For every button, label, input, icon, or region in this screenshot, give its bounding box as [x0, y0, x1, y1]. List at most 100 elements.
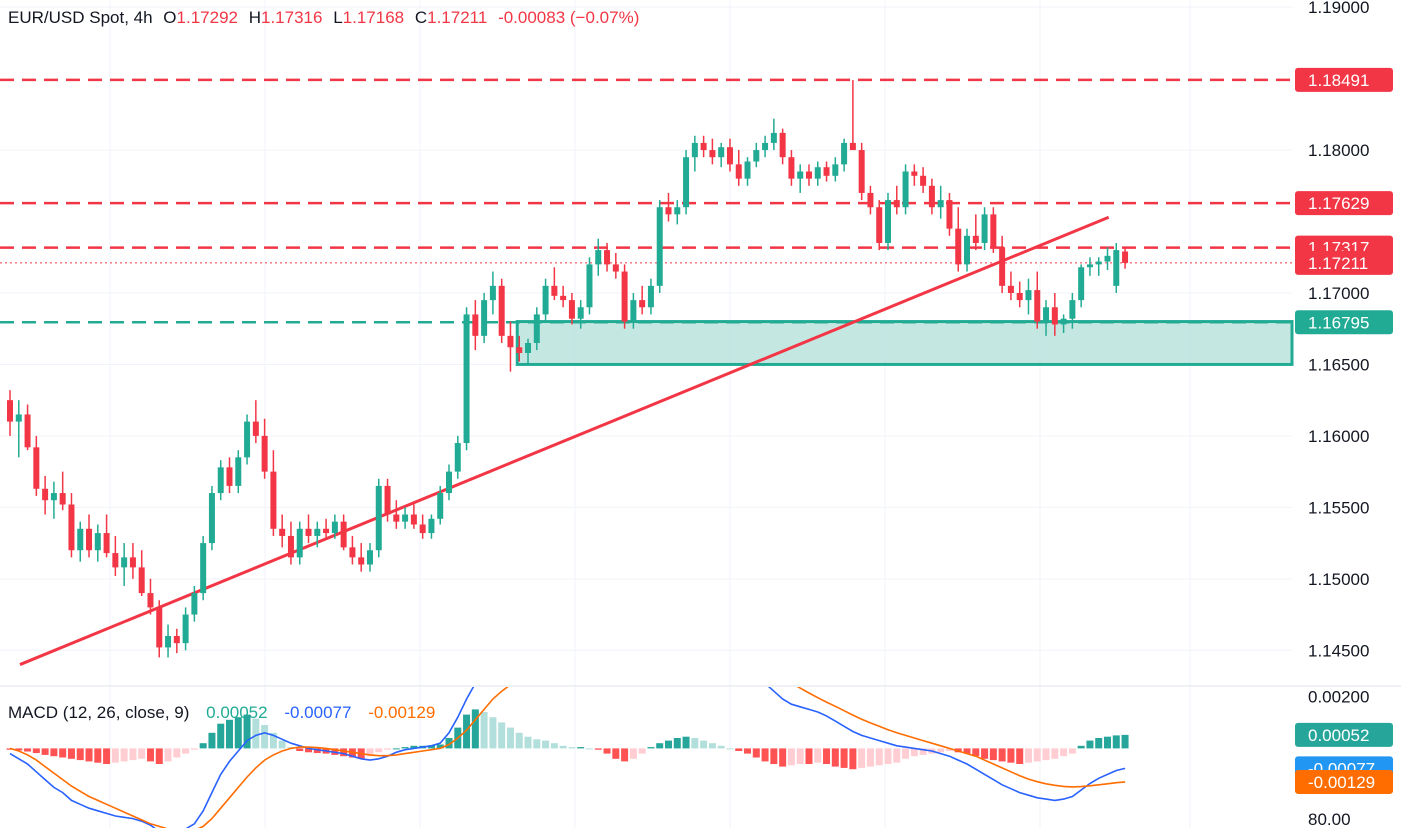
candle-body: [920, 175, 927, 186]
macd-histogram-bar: [208, 732, 216, 749]
candle: [252, 400, 259, 444]
candle-body: [937, 200, 944, 208]
candle-body: [507, 335, 514, 348]
price-axis-tick: 1.18000: [1308, 141, 1369, 160]
macd-histogram-bar: [445, 738, 453, 749]
macd-histogram-bar: [1086, 740, 1094, 749]
macd-histogram-bar: [937, 748, 945, 753]
macd-histogram-bar: [629, 748, 637, 759]
candle-body: [1007, 285, 1014, 293]
macd-histogram-bar: [700, 740, 708, 749]
macd-histogram-bar: [805, 748, 813, 764]
legend-close: 1.17211: [427, 8, 488, 27]
macd-histogram-bar: [427, 745, 435, 749]
macd-histogram-bar: [103, 748, 111, 764]
legend-low-label: L: [333, 8, 343, 27]
candle: [261, 418, 268, 479]
candle-body: [7, 400, 13, 422]
trendline-group[interactable]: [19, 215, 1110, 666]
price-tag-label: 1.17211: [1308, 254, 1368, 273]
horizontal-levels: [0, 78, 1292, 324]
price-axis-tick: 1.15500: [1308, 498, 1369, 517]
candle: [753, 142, 760, 168]
price-tag: 1.18491: [1295, 67, 1393, 92]
candle: [50, 481, 57, 519]
candle-body: [208, 493, 215, 544]
candle: [270, 450, 277, 536]
candle: [788, 150, 795, 186]
candle-body: [604, 250, 611, 265]
macd-histogram-bar: [50, 748, 58, 757]
macd-histogram-bar: [814, 748, 822, 763]
grid-lines: [0, 0, 1292, 828]
candle: [595, 238, 602, 276]
macd-histogram-bar: [463, 714, 471, 749]
trendline: [19, 215, 1110, 666]
macd-histogram-bar: [173, 748, 181, 758]
macd-histogram-bar: [972, 748, 980, 757]
price-axis[interactable]: 1.19000 1.18000 1.17000 1.16500 1.16000 1.155…: [1308, 0, 1369, 828]
candle-body: [946, 200, 953, 229]
candle: [647, 278, 654, 315]
candle-body: [762, 142, 769, 151]
price-tag-bg: [1295, 310, 1393, 335]
candle: [410, 504, 417, 529]
candle: [516, 335, 523, 362]
candle: [867, 185, 874, 215]
candle: [402, 507, 409, 529]
candle-body: [68, 504, 75, 551]
candle-body: [990, 214, 997, 248]
price-tag-bg: [1295, 67, 1393, 92]
macd-histogram-bar: [902, 748, 910, 759]
candle-body: [1122, 251, 1129, 263]
macd-histogram-bar: [638, 748, 646, 754]
candle: [15, 400, 22, 458]
candle: [244, 414, 251, 465]
candle-body: [410, 514, 417, 525]
candle: [182, 607, 189, 651]
candle: [112, 535, 119, 576]
candle: [902, 164, 909, 215]
macd-histogram-bar: [603, 748, 611, 754]
candle: [489, 271, 496, 315]
candle: [762, 135, 769, 158]
candle-body: [1043, 307, 1050, 322]
macd-histogram-bar: [155, 748, 163, 764]
candle: [1069, 292, 1076, 329]
candle: [507, 321, 514, 372]
price-tag: 1.17211: [1295, 250, 1393, 275]
candle: [208, 485, 215, 551]
candle: [323, 518, 330, 539]
macd-histogram-bar: [1016, 748, 1024, 764]
legend-low: 1.17168: [342, 8, 405, 27]
macd-histogram-bar: [585, 748, 593, 750]
candle: [384, 478, 391, 522]
macd-histogram-bar: [366, 748, 374, 757]
macd-histogram-bar: [665, 740, 672, 749]
candle-body: [814, 167, 821, 179]
macd-histogram-bar: [849, 748, 857, 770]
macd-histogram-bar: [752, 748, 760, 758]
candle: [358, 543, 365, 572]
candle: [173, 628, 180, 654]
macd-histogram-bar: [533, 739, 541, 749]
candle: [200, 535, 207, 601]
price-axis-tick: 1.19000: [1308, 0, 1369, 17]
candle: [305, 514, 312, 544]
candle-body: [384, 485, 391, 515]
candle-body: [542, 285, 549, 315]
macd-histogram-bar: [577, 747, 585, 749]
macd-histogram-bar: [726, 748, 734, 750]
candle-body: [173, 635, 180, 644]
macd-histogram-bar: [15, 748, 23, 751]
macd-tag-bg: [1295, 769, 1393, 794]
candle-body: [498, 285, 505, 336]
candle-body: [832, 164, 839, 176]
candle: [375, 478, 382, 558]
macd-histogram-bar: [182, 748, 190, 754]
candle: [612, 252, 619, 279]
candle: [656, 200, 663, 293]
macd-histogram-bar: [945, 748, 953, 751]
candle-body: [454, 443, 461, 472]
